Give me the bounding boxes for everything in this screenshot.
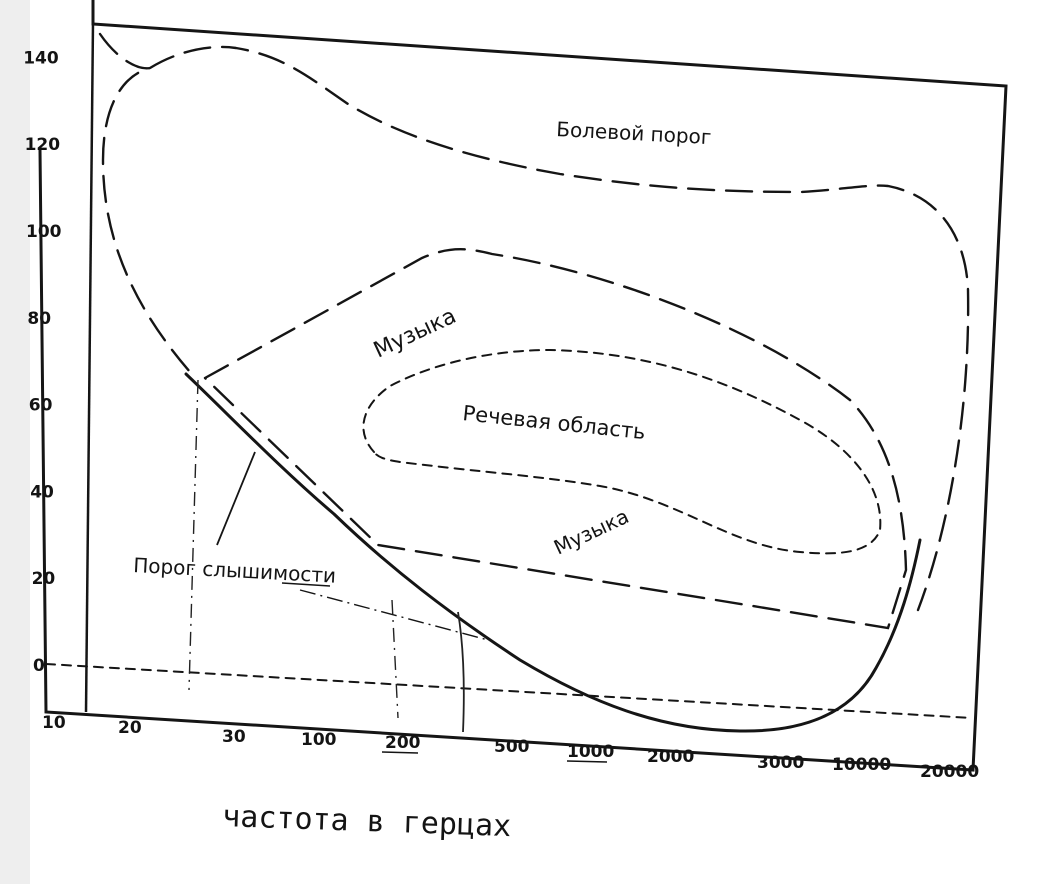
x-tick-label: 100 <box>301 730 337 750</box>
series-layer <box>45 32 973 733</box>
reference-line-200hz <box>391 599 399 719</box>
y-axis-line <box>84 21 95 713</box>
y-tick-label: 60 <box>29 396 53 416</box>
reference-line-400hz <box>457 611 465 733</box>
series-line-0 <box>98 32 970 612</box>
hearing-label-underline <box>281 582 331 587</box>
series-line-3 <box>362 348 882 555</box>
label-pain-threshold: Болевой порог <box>556 117 712 149</box>
series-line-4 <box>45 663 973 719</box>
label-hearing-threshold: Порог слышимости <box>133 553 337 588</box>
reference-line-30hz <box>188 379 199 691</box>
y-axis-ticks: 0 20 40 60 80 100 120 140 <box>23 48 61 676</box>
x-tick-label: 20 <box>118 718 142 738</box>
label-music-lower: Музыка <box>550 504 633 560</box>
x-tick-label: 30 <box>222 727 246 747</box>
x-tick-label: 10000 <box>832 755 891 775</box>
series-line-1 <box>184 372 922 733</box>
label-music-upper: Музыка <box>370 304 460 364</box>
hearing-pointer-line-1 <box>216 451 256 546</box>
x-axis-ticks: 10 20 30 100 200 500 1000 2000 3000 10000 20000 <box>42 713 979 782</box>
x-axis-title: частота в герцах <box>222 799 512 844</box>
y-tick-label: 20 <box>32 569 56 589</box>
label-speech-area: Речевая область <box>461 401 646 444</box>
y-tick-label: 0 <box>33 656 45 676</box>
x-tick-label: 10 <box>42 713 66 733</box>
series-line-2 <box>203 248 908 630</box>
x-tick-label: 2000 <box>647 747 694 767</box>
plot-frame <box>38 0 1008 772</box>
x-tick-underline <box>381 751 419 754</box>
y-tick-label: 140 <box>23 48 59 68</box>
x-tick-label: 1000 <box>567 742 614 762</box>
y-tick-label: 120 <box>25 135 61 155</box>
scan-edge-shadow <box>0 0 30 884</box>
x-tick-underline <box>566 760 608 763</box>
x-tick-label: 500 <box>494 737 530 757</box>
x-tick-label: 200 <box>385 733 421 753</box>
x-tick-label: 20000 <box>920 762 979 782</box>
x-tick-label: 3000 <box>757 753 804 773</box>
y-tick-label: 100 <box>26 222 62 242</box>
hearing-pointer-line-2 <box>299 589 489 641</box>
y-tick-label: 40 <box>30 482 54 502</box>
y-tick-label: 80 <box>27 309 51 329</box>
